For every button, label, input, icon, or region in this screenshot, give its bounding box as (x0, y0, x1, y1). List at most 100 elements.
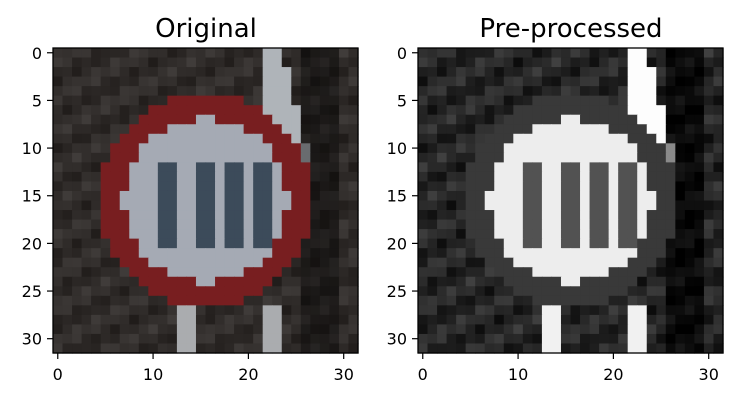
image-pixel (446, 95, 457, 106)
image-pixel (465, 295, 476, 306)
image-pixel (446, 343, 457, 354)
image-pixel (291, 171, 302, 183)
image-pixel (310, 95, 321, 106)
image-pixel (72, 67, 83, 78)
image-pixel (300, 257, 311, 268)
image-pixel (608, 181, 619, 192)
image-pixel (186, 114, 197, 125)
image-pixel (119, 162, 130, 173)
image-pixel (329, 124, 340, 135)
image-pixel (551, 276, 562, 287)
image-pixel (234, 210, 245, 221)
image-pixel (665, 114, 676, 125)
image-pixel (599, 229, 610, 240)
image-pixel (541, 152, 553, 163)
image-pixel (310, 210, 321, 221)
image-pixel (234, 333, 245, 345)
image-pixel (310, 314, 321, 326)
image-pixel (300, 95, 311, 106)
image-pixel (560, 257, 572, 268)
image-pixel (338, 248, 350, 259)
image-pixel (100, 162, 111, 173)
image-pixel (243, 133, 254, 144)
image-pixel (465, 219, 476, 230)
image-pixel (427, 343, 438, 354)
image-pixel (186, 305, 197, 316)
image-pixel (618, 248, 629, 259)
image-pixel (281, 324, 292, 335)
image-pixel (100, 343, 111, 354)
y-tick-label: 10 (22, 139, 42, 158)
image-pixel (665, 171, 676, 183)
image-pixel (456, 181, 467, 192)
image-pixel (129, 314, 140, 326)
image-pixel (300, 133, 311, 144)
image-pixel (205, 229, 216, 240)
image-pixel (300, 267, 311, 278)
image-pixel (437, 162, 448, 173)
image-pixel (224, 219, 235, 230)
image-pixel (91, 114, 102, 125)
image-pixel (684, 57, 696, 68)
image-pixel (541, 305, 553, 316)
image-pixel (437, 114, 448, 125)
image-pixel (646, 248, 657, 259)
image-pixel (675, 305, 686, 316)
image-pixel (599, 76, 610, 87)
image-pixel (224, 114, 235, 125)
image-pixel (253, 133, 264, 144)
image-pixel (195, 86, 207, 97)
image-pixel (694, 276, 705, 287)
image-pixel (446, 76, 457, 87)
image-pixel (262, 48, 273, 59)
image-pixel (684, 295, 696, 306)
image-pixel (81, 257, 92, 268)
image-pixel (627, 86, 638, 97)
image-pixel (81, 48, 92, 59)
image-pixel (253, 343, 264, 354)
image-pixel (456, 248, 467, 259)
image-pixel (110, 210, 121, 221)
image-pixel (703, 200, 715, 211)
image-pixel (205, 257, 216, 268)
image-pixel (646, 162, 657, 173)
image-pixel (608, 143, 619, 154)
image-pixel (348, 105, 359, 116)
image-pixel (319, 190, 331, 202)
image-pixel (310, 333, 321, 345)
image-pixel (580, 48, 591, 59)
image-pixel (475, 162, 486, 173)
image-pixel (272, 229, 283, 240)
image-pixel (532, 86, 543, 97)
image-pixel (418, 210, 429, 221)
image-pixel (646, 143, 657, 154)
image-pixel (665, 57, 676, 68)
image-pixel (148, 162, 159, 173)
image-pixel (665, 257, 676, 268)
image-pixel (53, 257, 64, 268)
image-pixel (437, 95, 448, 106)
image-pixel (91, 133, 102, 144)
image-pixel (465, 333, 476, 345)
image-pixel (456, 210, 467, 221)
image-pixel (272, 267, 283, 278)
image-pixel (148, 295, 159, 306)
image-pixel (513, 95, 524, 106)
image-pixel (186, 314, 197, 326)
image-pixel (186, 133, 197, 144)
image-pixel (319, 143, 331, 154)
image-pixel (646, 257, 657, 268)
image-pixel (465, 171, 476, 183)
image-pixel (475, 171, 486, 183)
image-pixel (157, 238, 168, 249)
image-pixel (646, 219, 657, 230)
image-pixel (272, 257, 283, 268)
image-pixel (205, 238, 216, 249)
image-pixel (338, 190, 350, 202)
image-pixel (176, 219, 188, 230)
image-pixel (119, 200, 130, 211)
image-pixel (618, 286, 629, 297)
image-pixel (427, 124, 438, 135)
image-pixel (475, 343, 486, 354)
image-pixel (253, 248, 264, 259)
